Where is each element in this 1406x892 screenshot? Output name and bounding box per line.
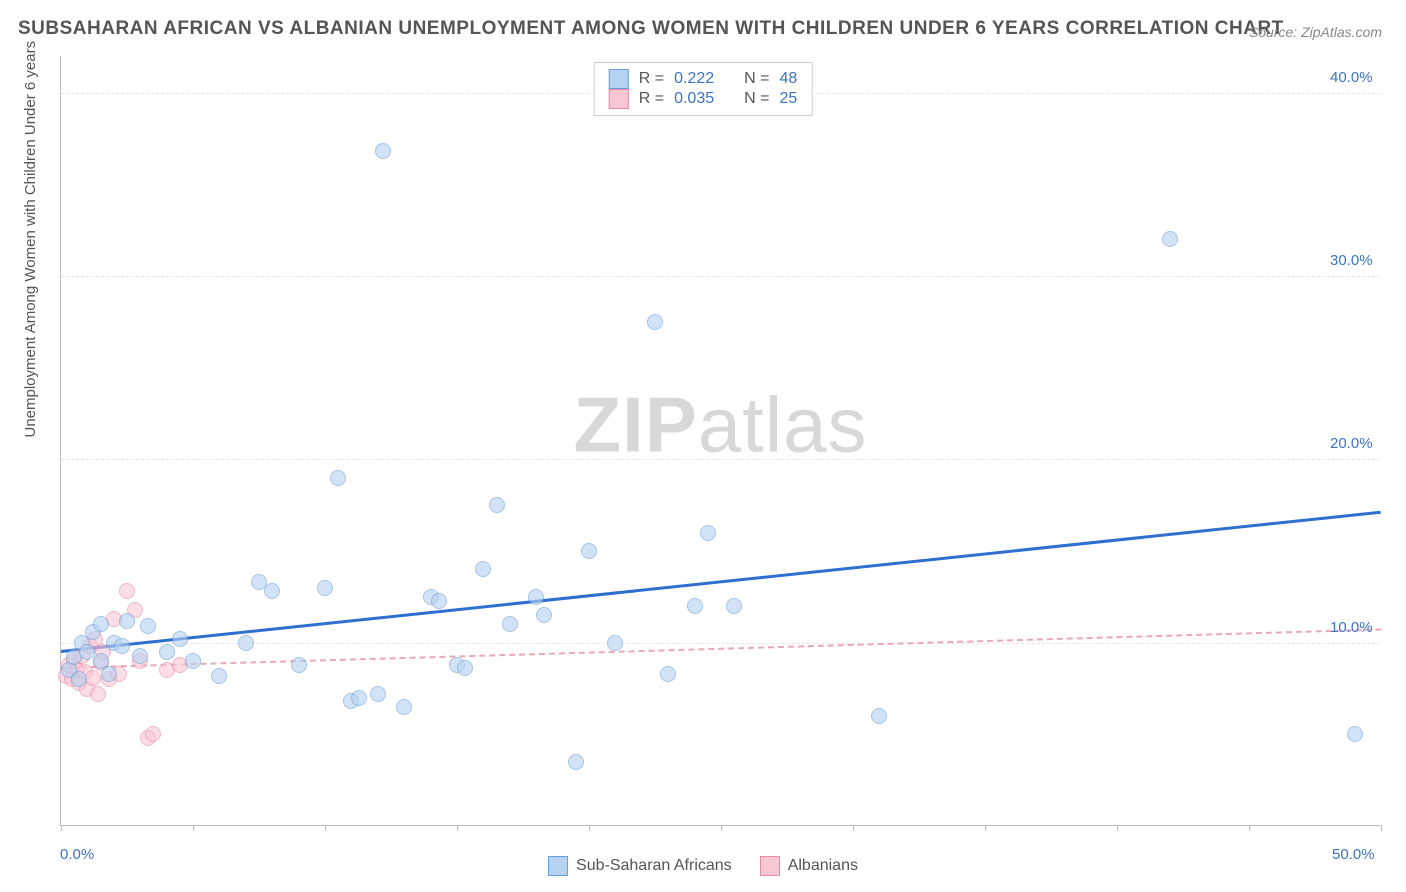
point-ssa bbox=[726, 598, 742, 614]
stat-n-ssa: 48 bbox=[779, 70, 797, 88]
point-ssa bbox=[607, 635, 623, 651]
x-tick bbox=[457, 825, 458, 831]
gridline bbox=[61, 276, 1380, 277]
point-ssa bbox=[101, 666, 117, 682]
point-ssa bbox=[211, 668, 227, 684]
x-tick-label: 50.0% bbox=[1332, 846, 1375, 863]
point-ssa bbox=[647, 314, 663, 330]
x-tick bbox=[193, 825, 194, 831]
point-ssa bbox=[291, 657, 307, 673]
point-alb bbox=[90, 686, 106, 702]
y-tick-label: 40.0% bbox=[1330, 69, 1373, 86]
x-tick-label: 0.0% bbox=[60, 846, 94, 863]
point-alb bbox=[119, 583, 135, 599]
y-tick-label: 10.0% bbox=[1330, 619, 1373, 636]
stat-n-alb: 25 bbox=[779, 90, 797, 108]
point-ssa bbox=[375, 143, 391, 159]
point-ssa bbox=[396, 699, 412, 715]
point-ssa bbox=[871, 708, 887, 724]
stat-label-n: N = bbox=[744, 70, 769, 88]
x-tick bbox=[985, 825, 986, 831]
point-ssa bbox=[71, 671, 87, 687]
point-ssa bbox=[185, 653, 201, 669]
gridline bbox=[61, 459, 1380, 460]
legend-bottom: Sub-Saharan Africans Albanians bbox=[548, 856, 858, 876]
x-tick bbox=[1117, 825, 1118, 831]
x-tick bbox=[61, 825, 62, 831]
swatch-ssa-2 bbox=[548, 856, 568, 876]
point-ssa bbox=[536, 607, 552, 623]
swatch-alb bbox=[609, 89, 629, 109]
point-ssa bbox=[502, 616, 518, 632]
x-tick bbox=[721, 825, 722, 831]
point-ssa bbox=[457, 660, 473, 676]
trendline-alb bbox=[61, 628, 1381, 668]
gridline bbox=[61, 643, 1380, 644]
point-alb bbox=[145, 726, 161, 742]
point-ssa bbox=[351, 690, 367, 706]
point-ssa bbox=[93, 616, 109, 632]
point-ssa bbox=[1347, 726, 1363, 742]
watermark-atlas: atlas bbox=[698, 381, 868, 469]
chart-title: SUBSAHARAN AFRICAN VS ALBANIAN UNEMPLOYM… bbox=[18, 18, 1284, 40]
legend-label-ssa: Sub-Saharan Africans bbox=[576, 857, 732, 874]
point-ssa bbox=[528, 589, 544, 605]
stat-label-r: R = bbox=[639, 70, 664, 88]
point-ssa bbox=[330, 470, 346, 486]
point-ssa bbox=[317, 580, 333, 596]
scatter-plot: ZIPatlas bbox=[60, 56, 1380, 826]
point-ssa bbox=[119, 613, 135, 629]
legend-item-alb: Albanians bbox=[760, 856, 858, 876]
point-ssa bbox=[264, 583, 280, 599]
legend-item-ssa: Sub-Saharan Africans bbox=[548, 856, 732, 876]
x-tick bbox=[1381, 825, 1382, 831]
stat-label-n2: N = bbox=[744, 90, 769, 108]
point-ssa bbox=[475, 561, 491, 577]
x-tick bbox=[325, 825, 326, 831]
legend-stats-row-alb: R = 0.035 N = 25 bbox=[609, 89, 798, 109]
point-ssa bbox=[431, 593, 447, 609]
source-label: Source: ZipAtlas.com bbox=[1249, 24, 1382, 40]
y-axis-label: Unemployment Among Women with Children U… bbox=[22, 41, 39, 438]
stat-r-ssa: 0.222 bbox=[674, 70, 714, 88]
point-ssa bbox=[238, 635, 254, 651]
point-ssa bbox=[132, 648, 148, 664]
point-ssa bbox=[172, 631, 188, 647]
point-ssa bbox=[568, 754, 584, 770]
point-ssa bbox=[159, 644, 175, 660]
legend-stats-row-ssa: R = 0.222 N = 48 bbox=[609, 69, 798, 89]
point-ssa bbox=[370, 686, 386, 702]
stat-label-r2: R = bbox=[639, 90, 664, 108]
y-tick-label: 30.0% bbox=[1330, 252, 1373, 269]
point-ssa bbox=[660, 666, 676, 682]
swatch-alb-2 bbox=[760, 856, 780, 876]
point-ssa bbox=[489, 497, 505, 513]
stat-r-alb: 0.035 bbox=[674, 90, 714, 108]
legend-label-alb: Albanians bbox=[788, 857, 858, 874]
point-ssa bbox=[114, 638, 130, 654]
point-ssa bbox=[700, 525, 716, 541]
x-tick bbox=[1249, 825, 1250, 831]
watermark: ZIPatlas bbox=[573, 380, 867, 471]
point-ssa bbox=[687, 598, 703, 614]
point-ssa bbox=[140, 618, 156, 634]
x-tick bbox=[589, 825, 590, 831]
point-ssa bbox=[581, 543, 597, 559]
legend-stats-box: R = 0.222 N = 48 R = 0.035 N = 25 bbox=[594, 62, 813, 116]
swatch-ssa bbox=[609, 69, 629, 89]
watermark-zip: ZIP bbox=[573, 381, 697, 469]
y-tick-label: 20.0% bbox=[1330, 435, 1373, 452]
point-ssa bbox=[1162, 231, 1178, 247]
x-tick bbox=[853, 825, 854, 831]
